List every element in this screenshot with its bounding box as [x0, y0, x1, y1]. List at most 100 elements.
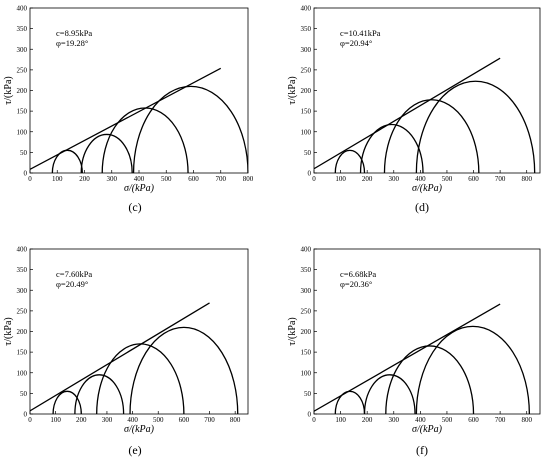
x-tick-label: 500	[442, 416, 453, 424]
x-tick-label: 200	[76, 416, 87, 424]
y-tick-label: 50	[20, 390, 28, 398]
x-tick-label: 200	[79, 175, 90, 183]
panel-label: (c)	[128, 200, 141, 214]
x-tick-label: 0	[28, 416, 32, 424]
y-tick-label: 200	[301, 87, 312, 95]
x-tick-label: 600	[468, 416, 479, 424]
x-tick-label: 700	[204, 416, 215, 424]
mohr-circle	[52, 390, 82, 414]
y-tick-label: 0	[24, 411, 28, 419]
friction-angle-annotation: φ=20.49°	[56, 279, 88, 289]
y-tick-label: 200	[17, 328, 28, 336]
y-axis-label: τ/(kPa)	[287, 76, 298, 104]
y-tick-label: 400	[17, 246, 28, 254]
mohr-circle	[101, 107, 189, 173]
y-tick-label: 200	[17, 87, 28, 95]
x-tick-label: 400	[415, 416, 426, 424]
x-tick-label: 200	[362, 416, 373, 424]
y-tick-label: 400	[301, 246, 312, 254]
x-tick-label: 300	[389, 175, 400, 183]
y-tick-label: 400	[17, 5, 28, 13]
x-tick-label: 100	[52, 175, 63, 183]
x-tick-label: 800	[521, 175, 532, 183]
y-tick-label: 150	[17, 108, 28, 116]
x-tick-label: 0	[312, 175, 316, 183]
y-tick-label: 50	[20, 149, 28, 157]
cohesion-annotation: c=6.68kPa	[340, 269, 376, 279]
friction-angle-annotation: φ=19.28°	[56, 38, 88, 48]
x-tick-label: 100	[50, 416, 61, 424]
x-tick-label: 100	[335, 416, 346, 424]
chart-panel-1: 0 100 200 300 400 500 600 700 800 0 50 100 150 200 250…	[3, 5, 254, 215]
failure-envelope-line	[30, 302, 210, 412]
x-tick-label: 700	[495, 175, 506, 183]
x-tick-label: 700	[216, 175, 227, 183]
mohr-circle	[334, 149, 366, 173]
x-tick-label: 600	[468, 175, 479, 183]
y-tick-label: 200	[301, 328, 312, 336]
friction-angle-annotation: φ=20.94°	[340, 38, 372, 48]
mohr-circle	[363, 374, 416, 414]
x-tick-label: 700	[495, 416, 506, 424]
x-tick-label: 300	[102, 416, 113, 424]
mohr-circle	[129, 327, 239, 414]
x-tick-label: 600	[179, 416, 190, 424]
x-tick-label: 300	[107, 175, 118, 183]
y-tick-label: 300	[301, 287, 312, 295]
y-tick-label: 150	[17, 349, 28, 357]
x-tick-label: 0	[312, 416, 316, 424]
y-tick-label: 50	[304, 390, 312, 398]
y-tick-label: 150	[301, 349, 312, 357]
y-tick-label: 50	[304, 149, 312, 157]
x-axis-label: σ/(kPa)	[412, 183, 443, 194]
x-axis-label: σ/(kPa)	[412, 424, 443, 435]
x-tick-label: 100	[335, 175, 346, 183]
x-axis-label: σ/(kPa)	[124, 183, 155, 194]
x-tick-label: 400	[415, 175, 426, 183]
mohr-circle	[132, 85, 248, 173]
mohr-circle	[51, 149, 83, 173]
y-tick-label: 250	[301, 307, 312, 315]
chart-panel-4: 0 100 200 300 400 500 600 700 800 0 50 100 150 200 250…	[287, 246, 541, 457]
y-tick-label: 350	[301, 266, 312, 274]
mohr-circle	[334, 390, 366, 414]
x-tick-label: 400	[127, 416, 138, 424]
panel-label: (e)	[128, 443, 141, 457]
x-tick-label: 500	[442, 175, 453, 183]
x-tick-label: 800	[243, 175, 254, 183]
y-tick-label: 250	[17, 307, 28, 315]
x-axis-label: σ/(kPa)	[124, 424, 155, 435]
failure-envelope-line	[314, 303, 501, 412]
mohr-circle	[359, 123, 424, 173]
mohr-circle	[383, 99, 480, 173]
y-tick-label: 400	[301, 5, 312, 13]
y-tick-label: 100	[17, 128, 28, 136]
y-tick-label: 100	[301, 128, 312, 136]
chart-panel-3: 0 100 200 300 400 500 600 700 800 0 50 100 150 200 250…	[3, 246, 249, 457]
y-tick-label: 350	[17, 25, 28, 33]
y-tick-label: 300	[17, 287, 28, 295]
mohr-circle	[80, 133, 133, 173]
y-tick-label: 300	[17, 46, 28, 54]
x-tick-label: 800	[521, 416, 532, 424]
y-tick-label: 150	[301, 108, 312, 116]
cohesion-annotation: c=10.41kPa	[340, 28, 381, 38]
x-tick-label: 600	[188, 175, 199, 183]
failure-envelope-line	[314, 57, 501, 170]
y-axis-label: τ/(kPa)	[3, 76, 14, 104]
y-tick-label: 350	[301, 25, 312, 33]
cohesion-annotation: c=7.60kPa	[56, 269, 92, 279]
cohesion-annotation: c=8.95kPa	[56, 28, 92, 38]
y-tick-label: 100	[301, 369, 312, 377]
y-tick-label: 0	[308, 170, 312, 178]
x-tick-label: 300	[389, 416, 400, 424]
x-tick-label: 400	[134, 175, 145, 183]
panel-label: (f)	[416, 443, 428, 457]
y-axis-label: τ/(kPa)	[287, 317, 298, 345]
y-tick-label: 250	[301, 66, 312, 74]
mohr-circle	[415, 80, 536, 173]
mohr-circle	[74, 374, 125, 414]
x-tick-label: 500	[161, 175, 172, 183]
chart-panel-2: 0 100 200 300 400 500 600 700 800 0 50 100 150 200 250…	[287, 5, 541, 214]
